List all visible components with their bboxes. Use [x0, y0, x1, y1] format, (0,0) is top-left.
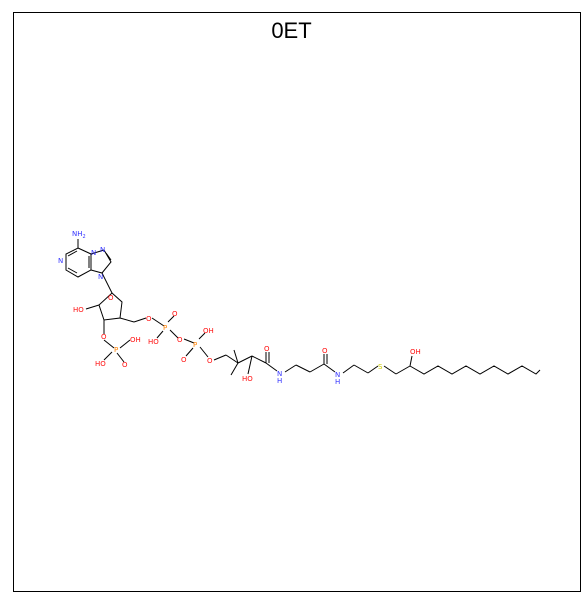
bonds — [66, 239, 540, 375]
bond-c-oh — [410, 356, 412, 366]
label-o: O — [172, 310, 178, 318]
label-oh: OH — [410, 348, 421, 356]
methyl-bond — [231, 363, 238, 375]
ring-double-bond — [106, 253, 111, 260]
bond-pb-o — [186, 348, 193, 356]
label-o: O — [264, 345, 270, 353]
label-h: H — [277, 377, 282, 385]
label-o: O — [181, 356, 187, 364]
bond — [296, 365, 310, 372]
bond-p-ho — [104, 352, 112, 360]
bond-s-c — [384, 366, 396, 374]
label-o: O — [177, 336, 183, 344]
bond-2-oh — [86, 305, 99, 309]
bond-pb-o-pan — [200, 347, 208, 357]
bond-o-p — [104, 340, 114, 348]
label-n: N — [91, 249, 96, 257]
bond-c-oh — [248, 356, 252, 374]
alkyl-chain — [410, 366, 540, 374]
label-o: O — [101, 333, 107, 341]
bond-p-oh — [120, 340, 130, 348]
label-ho: HO — [242, 375, 253, 383]
label-s: S — [378, 363, 383, 371]
label-n: N — [98, 273, 103, 281]
label-ho: HO — [95, 360, 106, 368]
bond — [214, 355, 226, 360]
bond — [285, 365, 296, 372]
label-nh2: NH2 — [72, 230, 86, 240]
glycosidic-bond — [102, 273, 112, 293]
label-o: O — [207, 357, 213, 365]
bond — [343, 365, 354, 373]
label-n: N — [100, 246, 105, 254]
label-ho: HO — [148, 338, 159, 346]
label-oh: OH — [203, 327, 214, 335]
label-oh: OH — [130, 336, 141, 344]
bond — [238, 356, 252, 363]
bond-c-n — [266, 363, 277, 371]
bond — [310, 364, 324, 372]
bond-c4-c5 — [120, 318, 134, 322]
label-n: N — [58, 257, 63, 265]
label-o: O — [122, 361, 128, 369]
ring-double-bond — [68, 251, 77, 256]
bond — [396, 366, 410, 374]
label-h: H — [335, 378, 340, 386]
label-oh: HO — [73, 306, 84, 314]
bond-c5-o — [134, 318, 146, 322]
label-ring-o: O — [108, 294, 114, 302]
bond-c-n — [324, 364, 335, 372]
label-p: P — [193, 341, 197, 349]
label-o: O — [322, 347, 328, 355]
bond-pa-ho — [157, 331, 163, 338]
label-p: P — [114, 346, 118, 354]
bond-c-s — [368, 366, 378, 373]
bond — [252, 356, 266, 363]
pyrimidine-ring — [66, 248, 91, 277]
label-o: O — [146, 315, 152, 323]
label-p: P — [163, 324, 167, 332]
bond — [354, 365, 368, 373]
